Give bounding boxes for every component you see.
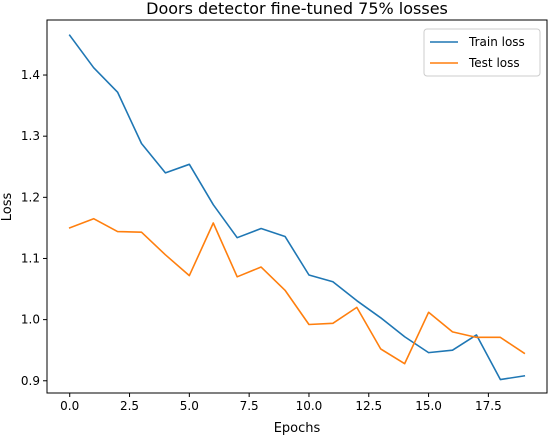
legend: Train loss Test loss — [423, 28, 541, 77]
y-tick-label: 1.4 — [21, 68, 40, 82]
plot-frame — [46, 19, 548, 394]
x-tick-label: 5.0 — [180, 399, 199, 413]
legend-label-0: Train loss — [468, 35, 525, 49]
y-tick-label: 1.2 — [21, 190, 40, 204]
series-line-0 — [68, 34, 526, 381]
x-tick-label: 0.0 — [60, 399, 79, 413]
y-axis-label: Loss — [0, 193, 15, 222]
y-tick-label: 1.3 — [21, 129, 40, 143]
y-tick-label: 1.0 — [21, 313, 40, 327]
chart-title: Doors detector fine-tuned 75% losses — [146, 0, 448, 18]
x-tick-label: 10.0 — [296, 399, 323, 413]
x-axis-label: Epochs — [274, 421, 321, 435]
x-tick-label: 15.0 — [415, 399, 442, 413]
series-line-1 — [68, 217, 526, 365]
x-tick-label: 12.5 — [355, 399, 382, 413]
x-tick-label: 2.5 — [120, 399, 139, 413]
x-tick-label: 17.5 — [475, 399, 502, 413]
y-tick-label: 1.1 — [21, 251, 40, 265]
y-tick-label: 0.9 — [21, 374, 40, 388]
x-tick-label: 7.5 — [240, 399, 259, 413]
legend-box — [423, 28, 541, 77]
legend-label-1: Test loss — [468, 56, 520, 70]
